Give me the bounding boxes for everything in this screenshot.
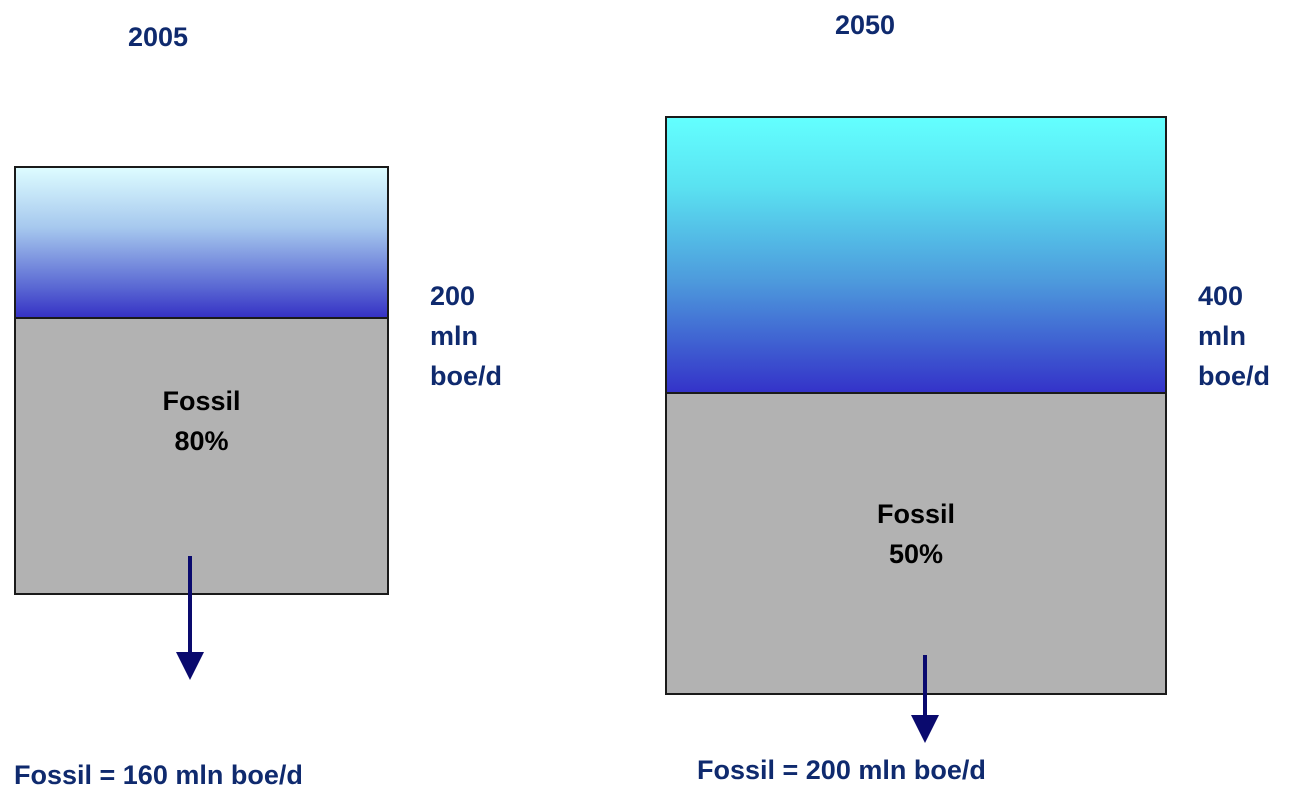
fossil-title-2005: Fossil bbox=[162, 386, 241, 416]
fossil-label-2005: Fossil 80% bbox=[16, 381, 387, 461]
down-arrow-icon bbox=[911, 655, 939, 743]
down-arrow-icon bbox=[176, 556, 204, 680]
fossil-title-2050: Fossil bbox=[876, 499, 956, 529]
total-unit-suffix-2050: boe/d bbox=[1198, 361, 1270, 391]
fossil-share-2005: 80% bbox=[174, 426, 229, 456]
year-2050-label: 2050 bbox=[835, 10, 896, 40]
total-value-2050: 400 bbox=[1198, 281, 1244, 311]
total-value-2005: 200 bbox=[430, 281, 476, 311]
non-fossil-segment-2050 bbox=[667, 118, 1165, 394]
fossil-share-2050: 50% bbox=[888, 539, 944, 569]
total-unit-2005: mln bbox=[430, 321, 479, 351]
total-demand-2005: 200 mln boe/d bbox=[430, 276, 502, 396]
fossil-label-2050: Fossil 50% bbox=[667, 494, 1165, 574]
fossil-segment-2005: Fossil 80% bbox=[16, 319, 387, 593]
energy-stack-2050: Fossil 50% bbox=[665, 116, 1167, 695]
fossil-result-2050: Fossil = 200 mln boe/d bbox=[697, 755, 986, 785]
non-fossil-segment-2005 bbox=[16, 168, 387, 319]
year-2005-label: 2005 bbox=[128, 22, 189, 52]
fossil-result-2005: Fossil = 160 mln boe/d bbox=[14, 760, 303, 790]
fossil-segment-2050: Fossil 50% bbox=[667, 394, 1165, 693]
energy-stack-2005: Fossil 80% bbox=[14, 166, 389, 595]
total-unit-2050: mln bbox=[1198, 321, 1247, 351]
total-unit-suffix-2005: boe/d bbox=[430, 361, 502, 391]
total-demand-2050: 400 mln boe/d bbox=[1198, 276, 1270, 396]
